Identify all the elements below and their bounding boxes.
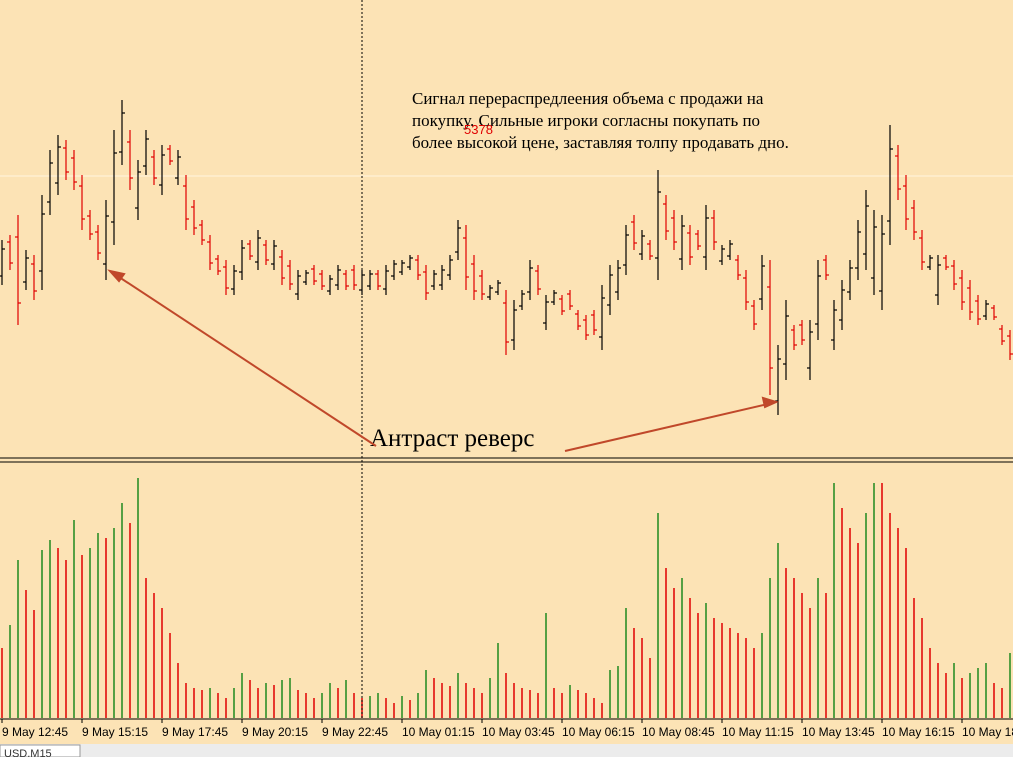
x-tick-label: 10 May 18:45 [962, 725, 1013, 739]
arrow-head [107, 269, 126, 283]
annotation-line: покупку. Сильные игроки согласны покупат… [412, 111, 760, 130]
annotation-line: Сигнал перераспредлеения объема с продаж… [412, 89, 764, 108]
arrow [564, 403, 769, 452]
x-tick-label: 10 May 11:15 [722, 725, 794, 739]
tab-label[interactable]: USD,M15 [4, 748, 52, 757]
arrow [115, 274, 377, 447]
x-tick-label: 10 May 01:15 [402, 725, 475, 739]
x-tick-label: 10 May 16:15 [882, 725, 955, 739]
x-tick-label: 9 May 17:45 [162, 725, 228, 739]
reversal-label: Антраст реверс [370, 425, 534, 452]
annotation-line: более высокой цене, заставляя толпу прод… [412, 133, 789, 152]
x-tick-label: 9 May 15:15 [82, 725, 148, 739]
x-tick-label: 10 May 06:15 [562, 725, 635, 739]
x-tick-label: 9 May 22:45 [322, 725, 388, 739]
x-tick-label: 9 May 12:45 [2, 725, 68, 739]
arrows [107, 269, 779, 452]
tab[interactable] [0, 744, 81, 757]
x-tick-label: 10 May 03:45 [482, 725, 555, 739]
arrow-head [761, 396, 779, 409]
x-tick-label: 9 May 20:15 [242, 725, 308, 739]
price-label: 5378 [464, 122, 493, 137]
tab-bar [0, 744, 1013, 757]
x-tick-label: 10 May 08:45 [642, 725, 715, 739]
x-tick-label: 10 May 13:45 [802, 725, 875, 739]
